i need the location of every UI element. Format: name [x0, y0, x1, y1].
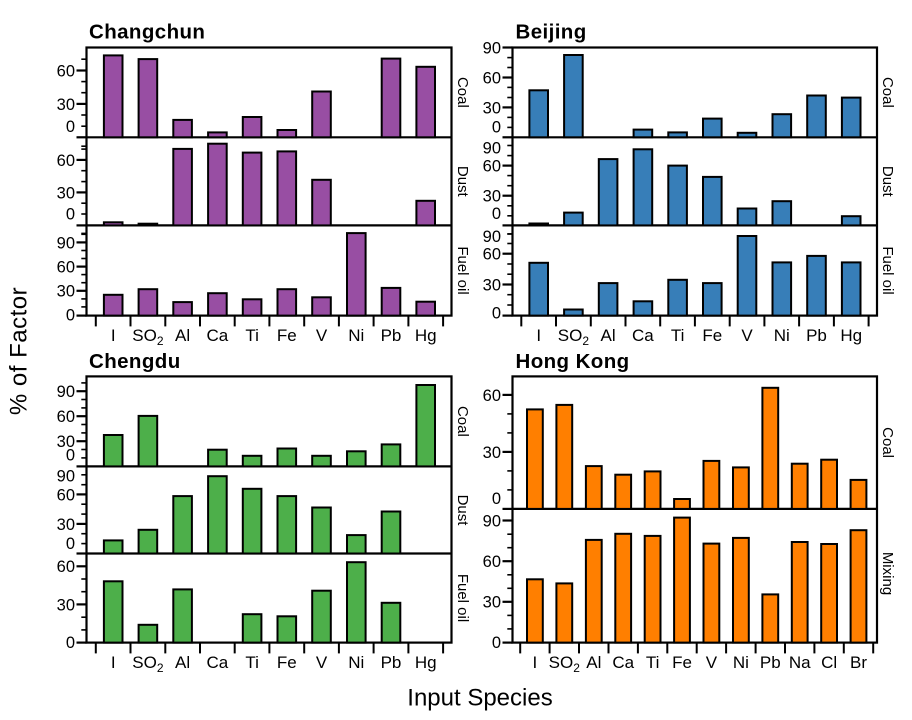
svg-text:Ni: Ni [348, 653, 364, 672]
svg-text:30: 30 [483, 276, 501, 294]
svg-text:60: 60 [57, 62, 75, 80]
svg-text:Dust: Dust [454, 495, 471, 527]
svg-text:V: V [316, 653, 328, 672]
svg-text:Br: Br [850, 653, 867, 672]
svg-text:60: 60 [57, 408, 75, 426]
svg-text:Fuel oil: Fuel oil [454, 246, 471, 294]
svg-text:30: 30 [57, 184, 75, 202]
svg-text:0: 0 [492, 634, 501, 652]
svg-text:0: 0 [492, 305, 501, 323]
svg-text:Coal: Coal [454, 406, 471, 437]
svg-text:Al: Al [601, 326, 616, 345]
svg-text:Pb: Pb [806, 326, 827, 345]
svg-text:0: 0 [66, 634, 75, 652]
svg-text:SO2: SO2 [549, 653, 581, 675]
svg-text:60: 60 [483, 158, 501, 176]
svg-text:0: 0 [66, 535, 75, 553]
svg-text:90: 90 [57, 234, 75, 252]
svg-text:Fuel oil: Fuel oil [454, 574, 471, 622]
svg-text:Na: Na [789, 653, 811, 672]
svg-text:Dust: Dust [454, 166, 471, 198]
svg-text:Beijing: Beijing [516, 21, 587, 44]
svg-text:Hg: Hg [415, 326, 437, 345]
svg-text:% of Factor: % of Factor [6, 287, 33, 415]
svg-text:Coal: Coal [879, 427, 896, 458]
svg-text:Ni: Ni [733, 653, 749, 672]
svg-text:Chengdu: Chengdu [89, 350, 181, 373]
svg-text:Fe: Fe [277, 653, 297, 672]
svg-text:V: V [316, 326, 328, 345]
svg-text:I: I [111, 326, 116, 345]
svg-text:Ca: Ca [612, 653, 634, 672]
svg-text:Ti: Ti [245, 326, 259, 345]
svg-text:Changchun: Changchun [89, 21, 205, 44]
svg-text:Hg: Hg [840, 326, 862, 345]
svg-text:I: I [111, 653, 116, 672]
svg-text:60: 60 [57, 259, 75, 277]
svg-text:0: 0 [492, 205, 501, 223]
svg-text:90: 90 [483, 512, 501, 530]
svg-text:60: 60 [483, 553, 501, 571]
svg-text:0: 0 [66, 306, 75, 324]
svg-text:V: V [741, 326, 753, 345]
svg-text:90: 90 [57, 383, 75, 401]
svg-text:Hong Kong: Hong Kong [516, 350, 630, 373]
svg-text:60: 60 [483, 387, 501, 405]
svg-text:Fe: Fe [672, 653, 692, 672]
svg-text:60: 60 [483, 69, 501, 87]
svg-text:SO2: SO2 [132, 326, 164, 348]
svg-text:V: V [706, 653, 718, 672]
svg-text:Cl: Cl [821, 653, 837, 672]
svg-text:Ca: Ca [632, 326, 654, 345]
svg-text:30: 30 [57, 283, 75, 301]
svg-text:Coal: Coal [454, 77, 471, 108]
svg-text:SO2: SO2 [132, 653, 164, 675]
svg-text:60: 60 [57, 558, 75, 576]
svg-text:Ti: Ti [671, 326, 685, 345]
svg-text:0: 0 [492, 490, 501, 508]
svg-text:60: 60 [483, 246, 501, 264]
svg-text:Dust: Dust [879, 166, 896, 198]
svg-text:Coal: Coal [879, 77, 896, 108]
svg-text:90: 90 [483, 139, 501, 157]
svg-text:0: 0 [66, 446, 75, 464]
svg-text:I: I [536, 326, 541, 345]
svg-text:Fe: Fe [702, 326, 722, 345]
svg-text:Ni: Ni [348, 326, 364, 345]
svg-text:30: 30 [57, 516, 75, 534]
svg-text:60: 60 [57, 152, 75, 170]
svg-text:Al: Al [586, 653, 601, 672]
svg-text:Fuel oil: Fuel oil [879, 246, 896, 294]
svg-text:30: 30 [483, 99, 501, 117]
svg-text:Ca: Ca [207, 326, 229, 345]
svg-text:Al: Al [175, 653, 190, 672]
svg-text:30: 30 [57, 96, 75, 114]
svg-text:90: 90 [57, 468, 75, 486]
svg-text:30: 30 [483, 594, 501, 612]
svg-text:90: 90 [483, 228, 501, 246]
svg-text:Al: Al [175, 326, 190, 345]
svg-text:Ca: Ca [207, 653, 229, 672]
svg-text:Pb: Pb [381, 653, 402, 672]
svg-text:Input Species: Input Species [407, 684, 552, 711]
svg-text:Pb: Pb [381, 326, 402, 345]
svg-text:Mixing: Mixing [879, 552, 896, 595]
svg-text:0: 0 [492, 118, 501, 136]
svg-text:30: 30 [483, 188, 501, 206]
svg-text:30: 30 [57, 433, 75, 451]
svg-text:60: 60 [57, 486, 75, 504]
svg-text:Ti: Ti [646, 653, 660, 672]
svg-text:I: I [533, 653, 538, 672]
svg-text:0: 0 [66, 118, 75, 136]
svg-text:Ni: Ni [774, 326, 790, 345]
svg-text:Fe: Fe [277, 326, 297, 345]
svg-text:30: 30 [57, 596, 75, 614]
svg-text:30: 30 [483, 444, 501, 462]
svg-text:Ti: Ti [245, 653, 259, 672]
svg-text:0: 0 [66, 205, 75, 223]
svg-text:SO2: SO2 [558, 326, 590, 348]
svg-text:Hg: Hg [415, 653, 437, 672]
svg-text:90: 90 [483, 40, 501, 58]
svg-text:Pb: Pb [760, 653, 781, 672]
